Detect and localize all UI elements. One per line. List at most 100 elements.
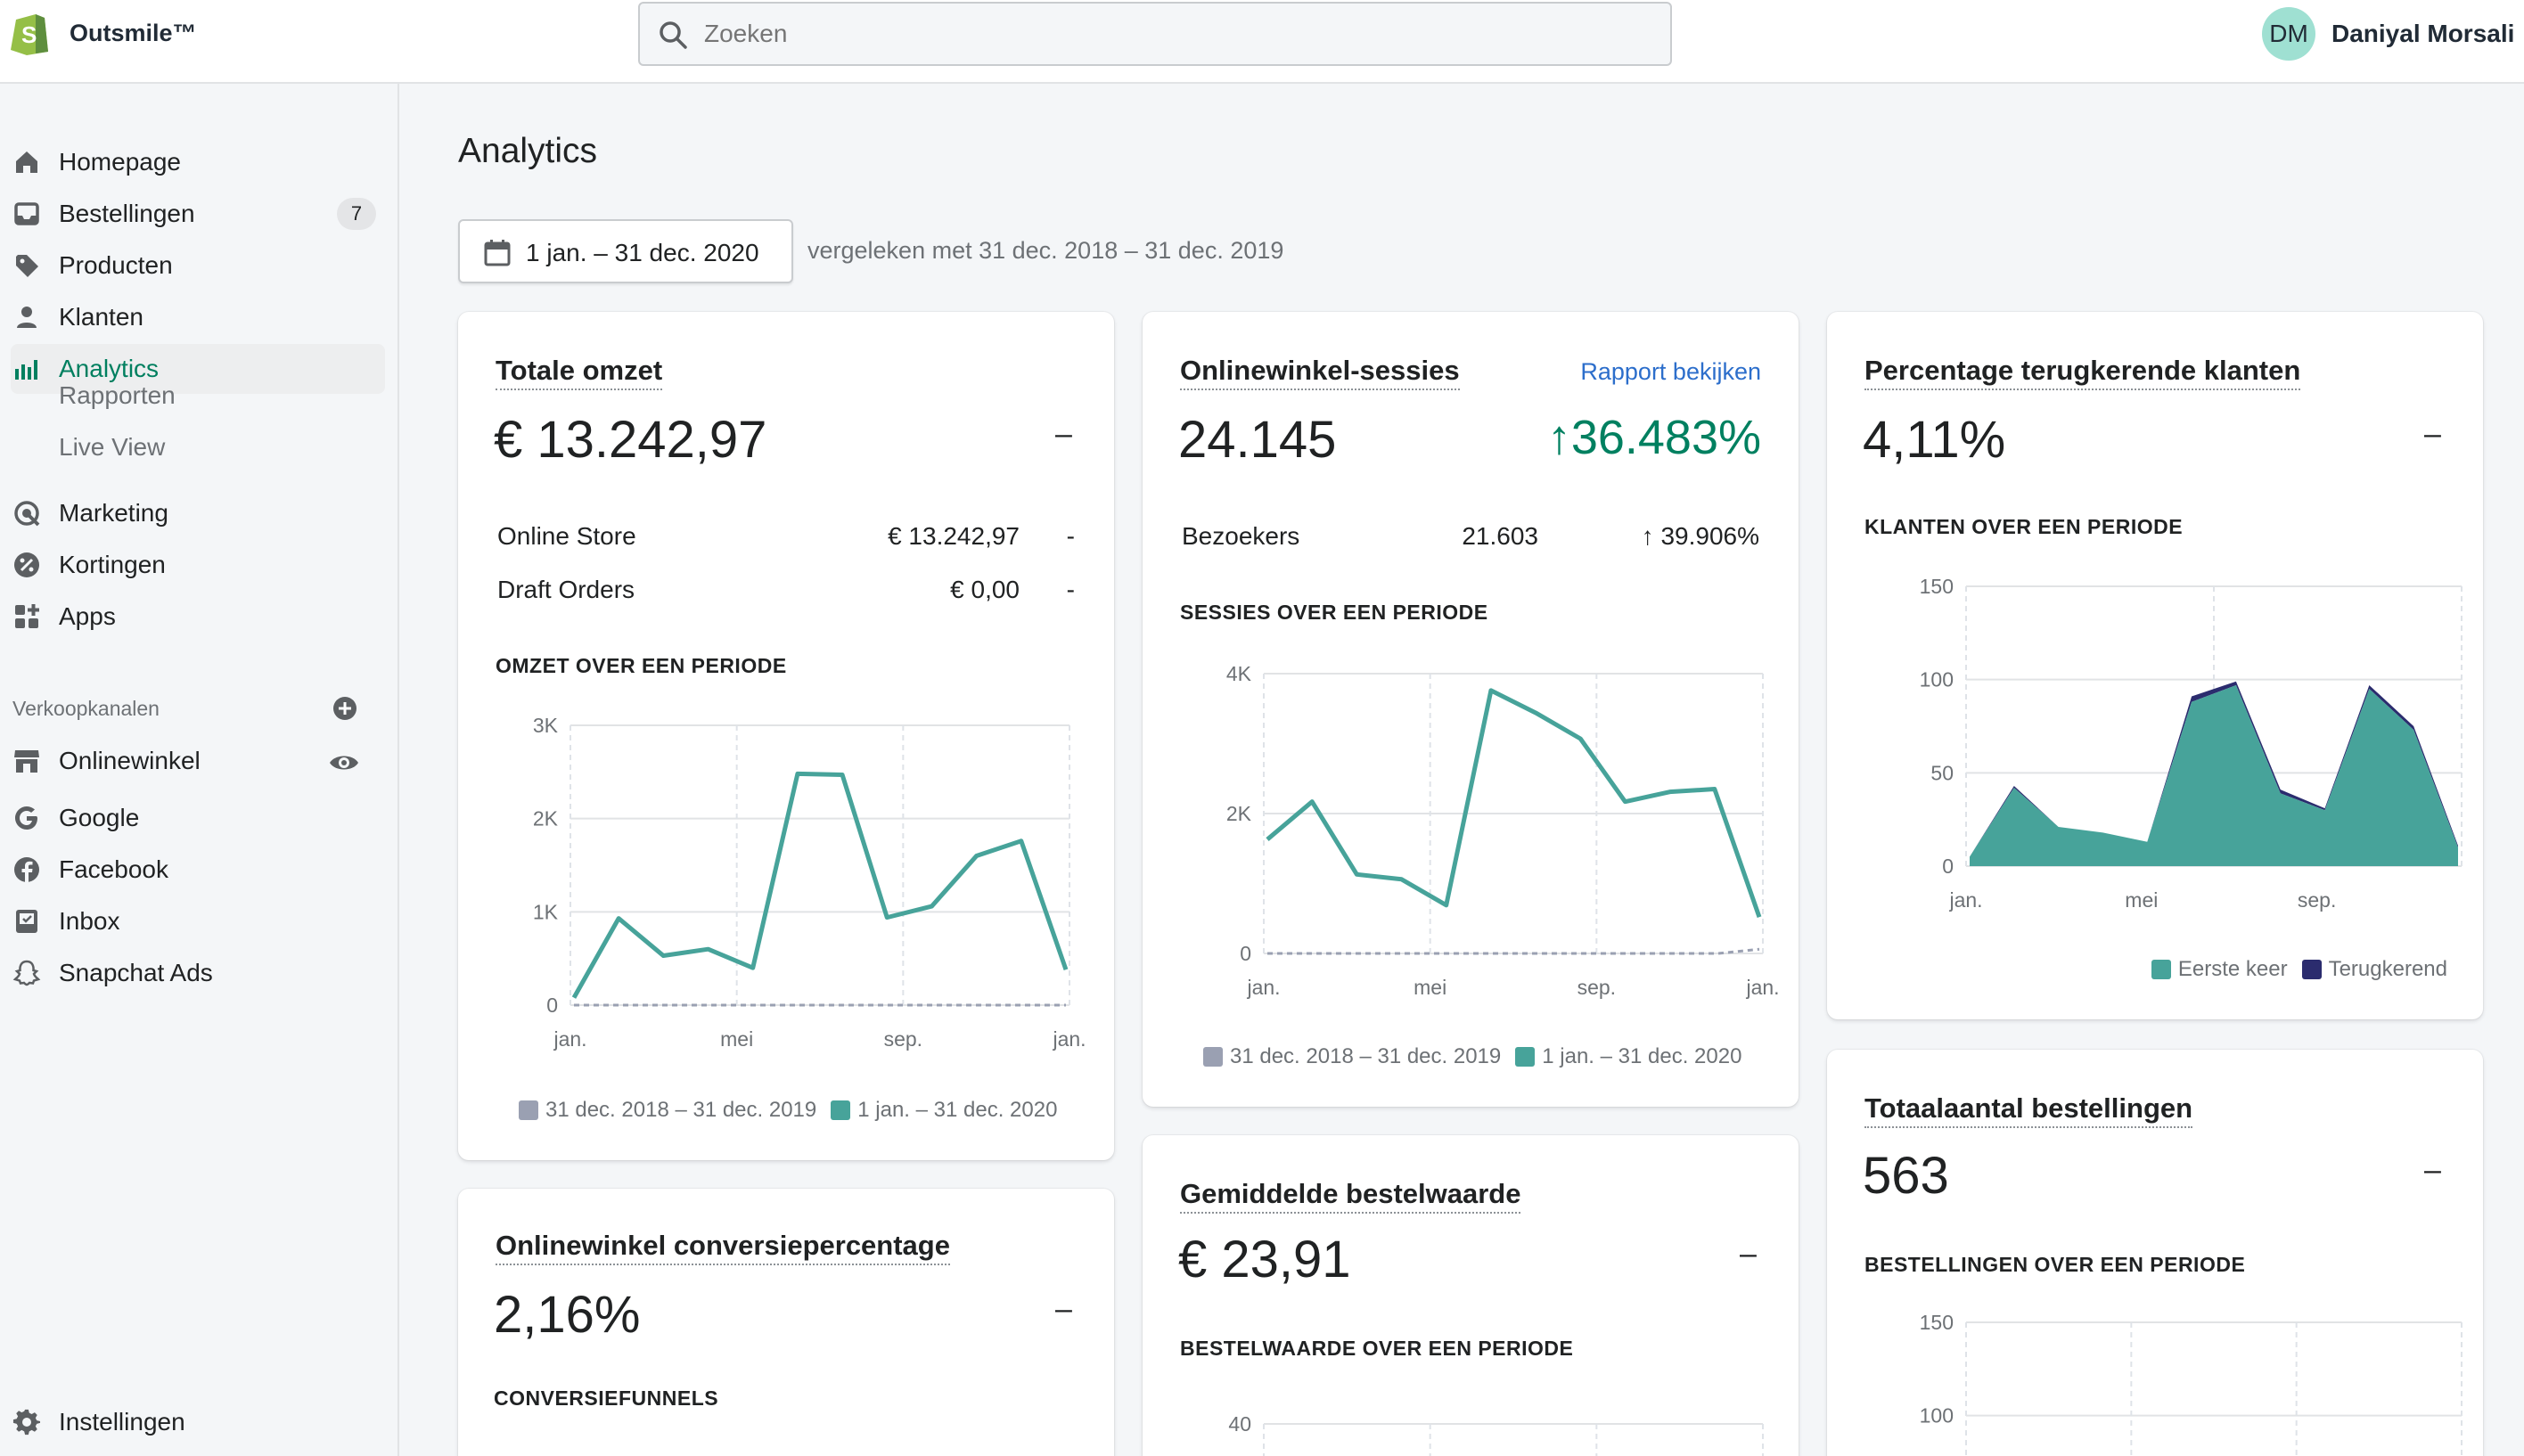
sidebar-item-homepage[interactable]: Homepage [11,137,385,187]
legend-swatch [2151,960,2171,979]
metric-value: 2,16% [494,1286,641,1344]
legend-label: 1 jan. – 31 dec. 2020 [857,1098,1058,1122]
inbox-icon [16,910,37,933]
y-tick-label: 3K [533,714,559,737]
y-tick-label: 0 [546,994,558,1017]
sidebar-item-marketing[interactable]: Marketing [11,488,385,538]
sidebar-subitem-reports[interactable]: Rapporten [59,381,176,409]
card-title[interactable]: Onlinewinkel conversiepercentage [496,1230,950,1265]
orders-icon [14,202,39,225]
eye-icon[interactable] [328,747,360,779]
metric-value: 4,11% [1863,411,2006,469]
breakdown-label: Draft Orders [497,576,635,603]
sidebar-item-facebook[interactable]: Facebook [11,845,385,895]
x-tick-label: mei [2125,888,2158,912]
target-icon [14,501,40,527]
chart-legend: Eerste keer Terugkerend [2151,957,2447,982]
metric-value: 24.145 [1178,411,1337,469]
sidebar-item-snapchat-ads[interactable]: Snapchat Ads [11,948,385,998]
orders-chart[interactable]: 100 150 [1845,1301,2469,1456]
apps-icon [15,604,39,628]
y-tick-label: 100 [1920,668,1954,691]
y-tick-label: 50 [1930,761,1954,784]
sidebar-item-discounts[interactable]: Kortingen [11,540,385,590]
card-title[interactable]: Onlinewinkel-sessies [1180,355,1460,390]
card-title[interactable]: Totaalaantal bestellingen [1864,1092,2193,1128]
google-icon [15,806,37,830]
search-input[interactable] [704,16,1649,52]
legend-label: 31 dec. 2018 – 31 dec. 2019 [545,1098,817,1122]
page-title: Analytics [458,132,598,170]
metric-value: € 13.242,97 [494,411,767,469]
legend-swatch [831,1100,851,1120]
chart-line-current [1266,688,1762,919]
sidebar-item-apps[interactable]: Apps [11,592,385,642]
date-range-label: 1 jan. – 31 dec. 2020 [526,239,759,266]
view-report-link[interactable]: Rapport bekijken [1580,358,1761,385]
sidebar: Homepage Bestellingen 7 Producten Klante… [0,84,399,1456]
sidebar-item-google[interactable]: Google [11,793,385,843]
card-title[interactable]: Totale omzet [496,355,663,390]
metric-change: ↑36.483% [1546,411,1761,464]
breakdown-value: 21.603 [1462,522,1538,550]
x-tick-label: jan. [1246,976,1280,999]
shopify-logo-icon[interactable]: S [9,9,50,55]
breakdown-change: ↑ 39.906% [1641,522,1759,550]
card-title[interactable]: Gemiddelde bestelwaarde [1180,1178,1521,1214]
x-tick-label: mei [1414,976,1446,999]
search-icon [660,21,687,49]
sales-channels-heading: Verkoopkanalen [12,697,160,720]
y-tick-label: 4K [1226,662,1252,685]
sidebar-item-label: Homepage [59,148,181,176]
chart-heading: KLANTEN OVER EEN PERIODE [1864,515,2184,538]
y-tick-label: 0 [1240,942,1251,965]
sidebar-item-label: Onlinewinkel [59,747,201,774]
user-name[interactable]: Daniyal Morsali [2331,20,2515,47]
sidebar-item-orders[interactable]: Bestellingen 7 [11,189,385,239]
sidebar-item-inbox[interactable]: Inbox [11,896,385,946]
sidebar-item-analytics[interactable]: Analytics [11,344,385,394]
legend-swatch [1203,1047,1223,1067]
customers-chart[interactable]: 0 50 100 150 jan. mei sep. [1845,570,2469,927]
y-tick-label: 150 [1920,1311,1954,1334]
legend-label: Eerste keer [2177,957,2288,981]
order-value-chart[interactable]: 40 [1160,1385,1784,1456]
date-range-button[interactable]: 1 jan. – 31 dec. 2020 [458,219,793,283]
legend-label: Terugkerend [2328,957,2447,981]
y-tick-label: 1K [533,900,559,923]
sessions-chart[interactable]: 0 2K 4K jan. mei sep. jan. [1160,652,1784,1027]
sidebar-item-settings[interactable]: Instellingen [11,1397,385,1447]
metric-change: – [2424,417,2441,451]
person-icon [17,307,37,328]
svg-text:S: S [21,21,37,48]
sidebar-item-products[interactable]: Producten [11,241,385,290]
orders-count-badge: 7 [337,198,376,230]
sidebar-item-label: Snapchat Ads [59,959,213,986]
sidebar-item-label: Analytics [59,355,160,382]
metric-value: € 23,91 [1178,1231,1351,1288]
discount-icon [14,552,39,577]
y-tick-label: 0 [1942,855,1954,878]
add-channel-icon[interactable] [332,695,358,722]
metric-value: 563 [1863,1147,1949,1205]
sidebar-item-label: Producten [59,251,173,279]
sidebar-item-customers[interactable]: Klanten [11,292,385,342]
revenue-chart[interactable]: 0 1K 2K 3K jan. mei sep. jan. [476,704,1100,1078]
y-tick-label: 2K [1226,802,1252,825]
metric-change: – [2424,1153,2441,1187]
store-name[interactable]: Outsmile™ [70,20,197,46]
legend-label: 1 jan. – 31 dec. 2020 [1542,1044,1742,1068]
sidebar-subitem-live-view[interactable]: Live View [59,433,166,461]
chart-heading: BESTELLINGEN OVER EEN PERIODE [1864,1253,2246,1276]
avatar[interactable]: DM [2262,7,2315,61]
compare-text: vergeleken met 31 dec. 2018 – 31 dec. 20… [807,237,1284,264]
sidebar-item-online-store[interactable]: Onlinewinkel [11,736,385,786]
card-title[interactable]: Percentage terugkerende klanten [1864,355,2301,390]
x-tick-label: jan. [553,1027,586,1051]
metric-change: – [1740,1237,1757,1271]
x-tick-label: sep. [2298,888,2336,912]
snapchat-icon [12,960,41,986]
search-bar[interactable] [638,2,1672,66]
sidebar-item-label: Google [59,804,140,831]
chart-legend: 31 dec. 2018 – 31 dec. 2019 1 jan. – 31 … [519,1098,1057,1123]
